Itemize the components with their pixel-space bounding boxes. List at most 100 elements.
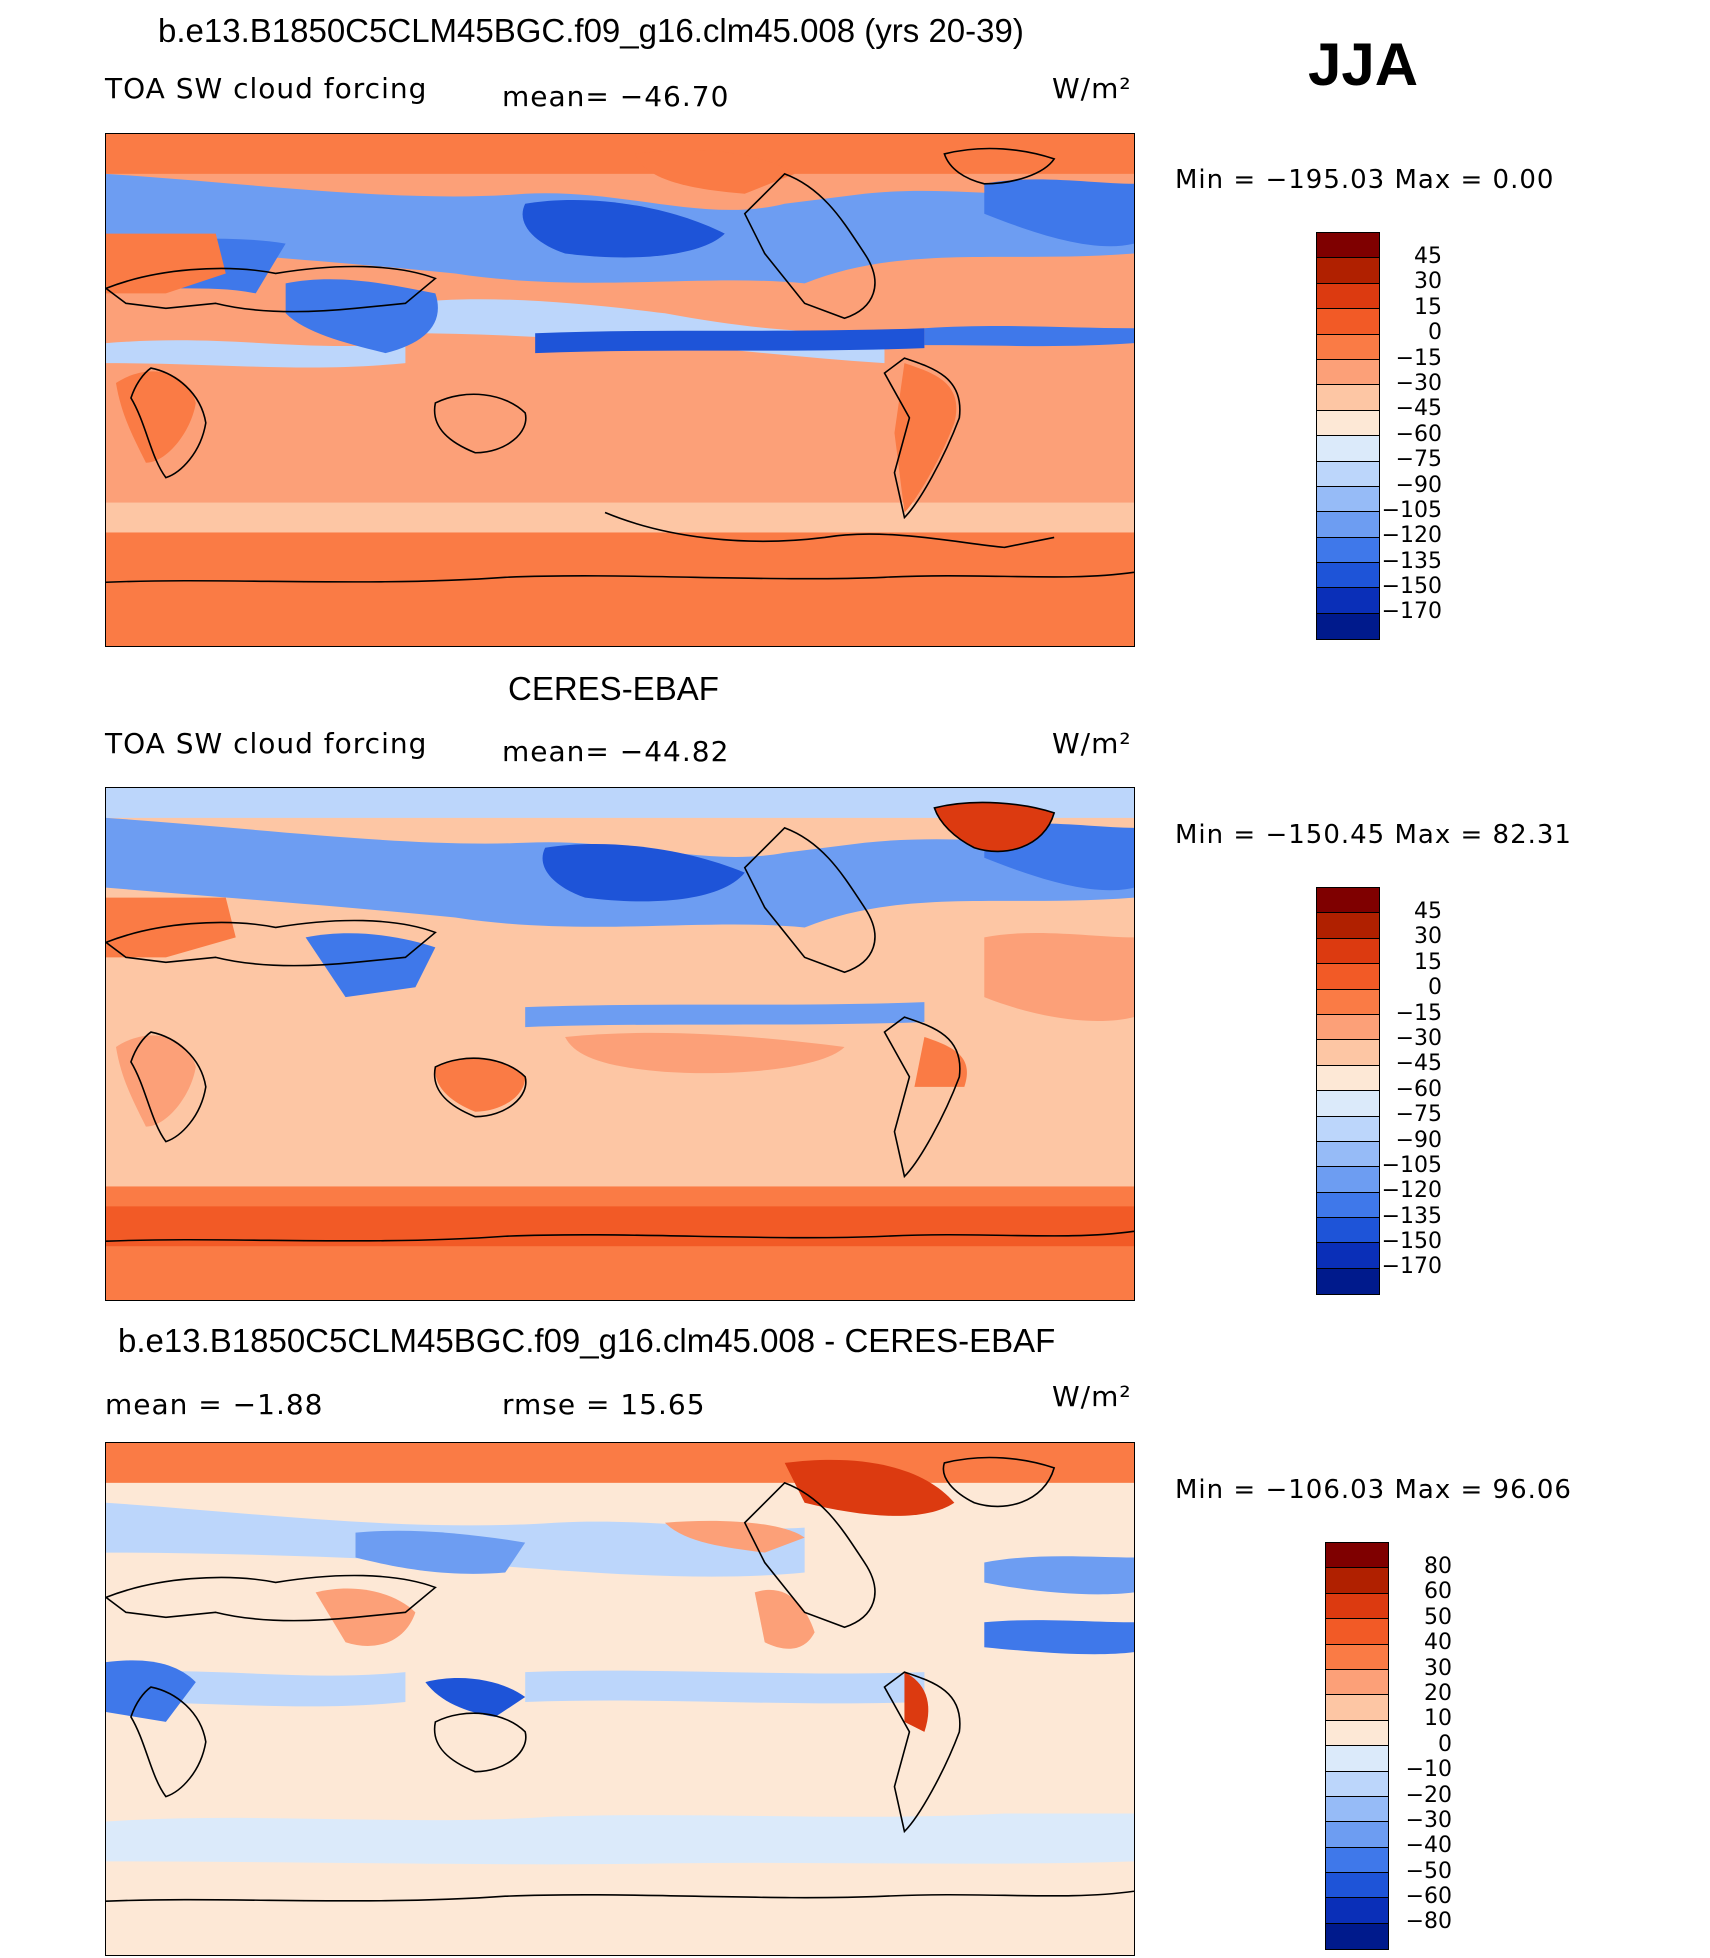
- panel2-title: CERES-EBAF: [508, 670, 719, 707]
- panel1-minmax: Min = −195.03 Max = 0.00: [1175, 165, 1555, 195]
- panel1-colorbar: [1316, 232, 1380, 641]
- colorbar-cell: [1326, 1822, 1388, 1848]
- colorbar-cell: [1326, 1644, 1388, 1670]
- colorbar-tick-label: −90: [1395, 472, 1442, 498]
- colorbar-tick-label: 0: [1438, 1731, 1452, 1757]
- panel2-map-svg: [106, 788, 1134, 1300]
- colorbar-cell: [1317, 537, 1379, 564]
- panel2-units-label: W/m²: [1052, 727, 1132, 760]
- colorbar-tick-label: 40: [1424, 1630, 1452, 1656]
- colorbar-cell: [1317, 1091, 1379, 1117]
- colorbar-tick-label: −105: [1381, 1152, 1442, 1178]
- colorbar-cell: [1317, 258, 1379, 284]
- panel1-colorbar-labels: 45 30 15 0 −15 −30 −45 −60 −75 −90 −105 −120 −135 −15…: [1372, 244, 1442, 625]
- colorbar-tick-label: −135: [1381, 1203, 1442, 1229]
- colorbar-tick-label: −50: [1405, 1858, 1452, 1884]
- colorbar-tick-label: −15: [1395, 1000, 1442, 1026]
- colorbar-cell: [1317, 888, 1379, 914]
- colorbar-cell: [1317, 461, 1379, 487]
- panel1-mean-label: mean= −46.70: [502, 80, 730, 113]
- colorbar-cell: [1317, 1116, 1379, 1142]
- panel2-colorbar-labels: 45 30 15 0 −15 −30 −45 −60 −75 −90 −105 −120 −135 −15…: [1372, 899, 1442, 1280]
- colorbar-tick-label: −170: [1381, 1254, 1442, 1280]
- colorbar-tick-label: −45: [1395, 396, 1442, 422]
- colorbar-tick-label: −60: [1395, 421, 1442, 447]
- panel3-map: [105, 1442, 1135, 1956]
- colorbar-tick-label: −20: [1405, 1782, 1452, 1808]
- panel3-colorbar: [1325, 1542, 1389, 1951]
- colorbar-cell: [1326, 1619, 1388, 1645]
- colorbar-tick-label: 30: [1414, 269, 1442, 295]
- colorbar-cell: [1317, 436, 1379, 462]
- colorbar-tick-label: 0: [1428, 975, 1442, 1001]
- colorbar-tick-label: 20: [1424, 1680, 1452, 1706]
- colorbar-cell: [1317, 1065, 1379, 1092]
- panel3-rmse-label: rmse = 15.65: [502, 1388, 706, 1421]
- colorbar-tick-label: 15: [1414, 949, 1442, 975]
- colorbar-cell: [1317, 233, 1379, 259]
- colorbar-cell: [1317, 1014, 1379, 1041]
- colorbar-cell: [1326, 1873, 1388, 1899]
- colorbar-tick-label: −90: [1395, 1127, 1442, 1153]
- colorbar-cell: [1317, 563, 1379, 589]
- panel2-colorbar: [1316, 887, 1380, 1296]
- colorbar-tick-label: −60: [1405, 1884, 1452, 1910]
- colorbar-tick-label: 45: [1414, 899, 1442, 924]
- colorbar-cell: [1317, 1243, 1379, 1269]
- colorbar-cell: [1317, 1218, 1379, 1244]
- colorbar-cell: [1317, 1268, 1379, 1295]
- colorbar-cell: [1326, 1796, 1388, 1823]
- season-label: JJA: [1308, 31, 1419, 98]
- panel2-map: [105, 787, 1135, 1301]
- colorbar-tick-label: −40: [1405, 1833, 1452, 1859]
- panel3-title: b.e13.B1850C5CLM45BGC.f09_g16.clm45.008 …: [118, 1322, 1056, 1359]
- colorbar-tick-label: −30: [1395, 370, 1442, 396]
- colorbar-cell: [1317, 385, 1379, 411]
- colorbar-cell: [1326, 1695, 1388, 1721]
- colorbar-cell: [1317, 938, 1379, 965]
- colorbar-cell: [1317, 964, 1379, 990]
- colorbar-cell: [1317, 410, 1379, 437]
- panel1-title: b.e13.B1850C5CLM45BGC.f09_g16.clm45.008 …: [158, 12, 1024, 49]
- panel3-units-label: W/m²: [1052, 1380, 1132, 1413]
- colorbar-tick-label: 10: [1424, 1706, 1452, 1732]
- colorbar-tick-label: 0: [1428, 320, 1442, 346]
- panel2-minmax: Min = −150.45 Max = 82.31: [1175, 820, 1572, 850]
- panel3-map-svg: [106, 1443, 1134, 1955]
- colorbar-tick-label: −10: [1405, 1757, 1452, 1783]
- colorbar-cell: [1317, 1192, 1379, 1219]
- panel1-units-label: W/m²: [1052, 72, 1132, 105]
- colorbar-cell: [1317, 334, 1379, 360]
- colorbar-tick-label: −150: [1381, 574, 1442, 600]
- colorbar-cell: [1326, 1746, 1388, 1772]
- colorbar-tick-label: −30: [1395, 1025, 1442, 1051]
- colorbar-tick-label: −150: [1381, 1229, 1442, 1255]
- colorbar-cell: [1317, 486, 1379, 513]
- colorbar-cell: [1326, 1720, 1388, 1747]
- colorbar-tick-label: −80: [1405, 1909, 1452, 1935]
- colorbar-cell: [1326, 1568, 1388, 1594]
- colorbar-cell: [1326, 1898, 1388, 1924]
- colorbar-cell: [1317, 613, 1379, 640]
- colorbar-cell: [1317, 1040, 1379, 1066]
- colorbar-tick-label: −60: [1395, 1076, 1442, 1102]
- colorbar-cell: [1326, 1543, 1388, 1569]
- panel1-map-svg: [106, 134, 1134, 646]
- panel3-colorbar-labels: 80 60 50 40 30 20 10 0 −10 −20 −30 −40 −50 −60 −80: [1382, 1554, 1452, 1935]
- colorbar-tick-label: 15: [1414, 294, 1442, 320]
- colorbar-tick-label: −170: [1381, 599, 1442, 625]
- panel3-mean-label: mean = −1.88: [105, 1388, 324, 1421]
- colorbar-tick-label: 80: [1424, 1554, 1452, 1579]
- colorbar-cell: [1317, 913, 1379, 939]
- colorbar-cell: [1326, 1593, 1388, 1620]
- colorbar-tick-label: −105: [1381, 497, 1442, 523]
- colorbar-tick-label: −45: [1395, 1051, 1442, 1077]
- colorbar-cell: [1317, 1167, 1379, 1193]
- colorbar-cell: [1317, 512, 1379, 538]
- colorbar-tick-label: −75: [1395, 1102, 1442, 1128]
- colorbar-tick-label: 30: [1424, 1655, 1452, 1681]
- colorbar-cell: [1317, 309, 1379, 335]
- colorbar-cell: [1326, 1847, 1388, 1874]
- colorbar-tick-label: −75: [1395, 447, 1442, 473]
- colorbar-tick-label: 30: [1414, 924, 1442, 950]
